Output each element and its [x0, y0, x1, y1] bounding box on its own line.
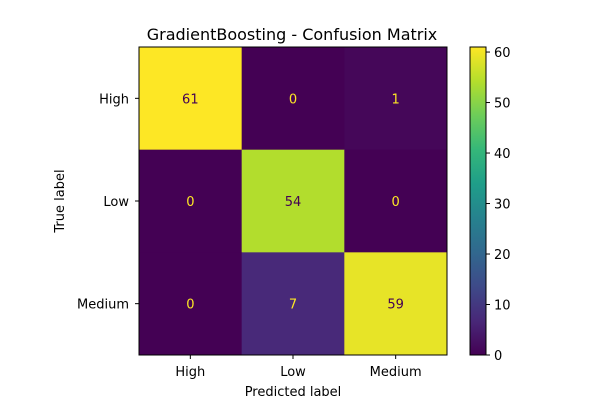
heatmap-cell	[241, 47, 345, 151]
x-axis-label: Predicted label	[245, 385, 342, 400]
colorbar-tick-label: 30	[494, 198, 511, 213]
colorbar-frame	[469, 46, 487, 356]
cell-value-label: 54	[285, 195, 302, 210]
y-tick-label: Medium	[77, 298, 129, 313]
x-tick-label: High	[175, 365, 205, 380]
colorbar-tick-label: 0	[494, 349, 502, 364]
x-axis-ticks: High Low Medium	[175, 355, 422, 380]
colorbar-ticks: 0 10 20 30 40 50 60	[486, 46, 511, 364]
heatmap-cell	[344, 149, 448, 253]
colorbar-tick-label: 10	[494, 299, 511, 314]
cell-value-label: 61	[182, 92, 199, 107]
colorbar-tick-label: 20	[494, 248, 511, 263]
x-tick-label: Low	[280, 365, 306, 380]
cell-value-label: 0	[186, 298, 194, 313]
chart-title: GradientBoosting - Confusion Matrix	[147, 25, 438, 44]
colorbar-tick-label: 40	[494, 147, 511, 162]
cell-value-label: 59	[387, 298, 404, 313]
cell-value-labels: 61 0 1 0 54 0 0 7 59	[182, 92, 404, 312]
cell-value-label: 0	[289, 92, 297, 107]
cell-value-label: 1	[392, 92, 400, 107]
heatmap-cell	[139, 149, 243, 253]
colorbar-gradient	[470, 47, 486, 355]
cell-value-label: 7	[289, 298, 297, 313]
y-axis-label: True label	[53, 169, 68, 233]
y-tick-label: High	[99, 92, 129, 107]
heatmap-cell	[241, 252, 345, 356]
colorbar-tick-label: 60	[494, 46, 511, 61]
colorbar-tick-label: 50	[494, 97, 511, 112]
heatmap-cell	[344, 47, 448, 151]
cell-value-label: 0	[392, 195, 400, 210]
cell-value-label: 0	[186, 195, 194, 210]
heatmap-cell	[344, 252, 448, 356]
heatmap-cell	[139, 47, 243, 151]
colorbar: 0 10 20 30 40 50 60	[469, 46, 511, 364]
heatmap-cell	[139, 252, 243, 356]
heatmap-cell	[241, 149, 345, 253]
y-axis-ticks: High Low Medium	[77, 92, 139, 313]
x-tick-label: Medium	[370, 365, 422, 380]
y-tick-label: Low	[103, 195, 129, 210]
heatmap-cells	[139, 47, 448, 356]
